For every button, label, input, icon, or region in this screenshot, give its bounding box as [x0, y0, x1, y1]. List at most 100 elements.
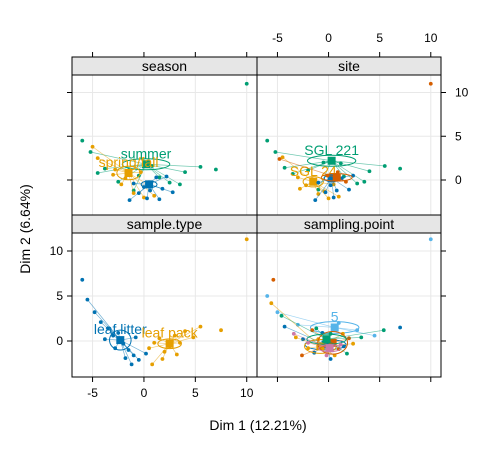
centroid-marker: [330, 323, 339, 332]
data-point: [290, 171, 295, 176]
data-point: [313, 198, 318, 203]
data-point: [347, 187, 351, 192]
centroid-marker: [328, 338, 337, 347]
x-tick-label: 10: [240, 386, 254, 400]
spoke-line: [277, 311, 335, 328]
data-point: [162, 349, 167, 354]
data-point: [428, 237, 433, 242]
confidence-ellipse: [309, 321, 360, 334]
panel-border: [256, 232, 442, 378]
centroid-marker: [165, 339, 174, 348]
data-point: [306, 340, 311, 345]
data-point: [144, 351, 148, 356]
data-point: [164, 174, 169, 179]
data-point: [300, 353, 304, 358]
data-point: [152, 340, 157, 345]
data-point: [160, 186, 165, 191]
centroid-marker: [322, 335, 331, 344]
confidence-ellipse: [306, 154, 357, 167]
x-tick-label: 0: [141, 386, 148, 400]
data-point: [282, 324, 287, 329]
data-point: [372, 333, 377, 338]
data-point: [244, 237, 249, 242]
data-point: [136, 191, 141, 196]
group-label: summer: [121, 145, 172, 161]
spoke-line: [92, 146, 129, 174]
data-point: [355, 181, 360, 186]
confidence-ellipse: [121, 158, 171, 171]
group-label: spring/fall: [99, 154, 159, 170]
data-point: [95, 156, 100, 161]
series-leaf-litter: leaf litter: [80, 277, 148, 367]
data-point: [325, 173, 330, 178]
data-point: [279, 313, 284, 318]
data-point: [328, 357, 333, 361]
data-point: [191, 335, 196, 340]
data-point: [167, 180, 172, 185]
spoke-line: [94, 311, 121, 341]
spoke-line: [128, 172, 145, 198]
spoke-line: [169, 326, 201, 345]
series-SGL-221: SGL 221: [265, 138, 403, 192]
data-point: [219, 328, 223, 333]
data-point: [198, 164, 203, 169]
axes-group: -5 0 5 10 -5 0 5 10 0 5 10 0 5 10: [50, 31, 469, 400]
data-point: [306, 168, 311, 173]
data-point: [178, 340, 182, 345]
series-site-4: [277, 81, 433, 184]
data-point: [102, 337, 107, 342]
data-point: [291, 331, 296, 336]
y-tick-label: 10: [455, 86, 469, 100]
series-point-6: [291, 331, 343, 358]
data-point: [273, 150, 278, 154]
strip-label: sample.type: [127, 216, 203, 232]
x-tick-label: -5: [272, 31, 283, 45]
data-point: [271, 277, 276, 282]
spoke-line: [281, 315, 327, 340]
data-point: [131, 181, 136, 186]
data-point: [131, 353, 136, 358]
data-point: [160, 357, 165, 361]
y-axis-label: Dim 2 (6.64%): [17, 184, 33, 273]
data-point: [150, 362, 155, 367]
series-point-1: 5: [265, 237, 433, 338]
group-label: leaf pack: [142, 325, 199, 341]
data-point: [80, 277, 85, 282]
data-point: [90, 144, 95, 149]
data-point: [335, 170, 340, 175]
data-point: [326, 196, 331, 201]
data-point: [324, 353, 329, 358]
data-point: [306, 346, 311, 351]
spoke-line: [326, 329, 384, 340]
data-point: [88, 150, 93, 154]
spoke-line: [331, 160, 358, 184]
data-point: [244, 81, 249, 86]
data-point: [127, 198, 132, 203]
series-leaf-pack: leaf pack: [142, 237, 249, 367]
data-point: [116, 331, 121, 335]
data-point: [381, 328, 386, 333]
spoke-line: [326, 337, 362, 340]
data-point: [314, 326, 319, 331]
data-point: [277, 157, 282, 161]
data-point: [367, 169, 372, 174]
data-point: [106, 326, 110, 331]
panel-sampling-point: sampling.point 5: [256, 214, 442, 378]
y-tick-label: 0: [56, 334, 63, 348]
spoke-line: [271, 302, 321, 347]
spoke-line: [90, 151, 147, 165]
data-point: [145, 196, 149, 201]
data-point: [213, 167, 218, 172]
data-point: [328, 183, 333, 188]
data-point: [80, 138, 85, 143]
spoke-line: [297, 324, 335, 328]
data-point: [113, 167, 118, 172]
data-point: [131, 191, 136, 196]
data-point: [295, 175, 300, 180]
confidence-ellipse: [317, 331, 349, 355]
spoke-line: [145, 163, 201, 168]
